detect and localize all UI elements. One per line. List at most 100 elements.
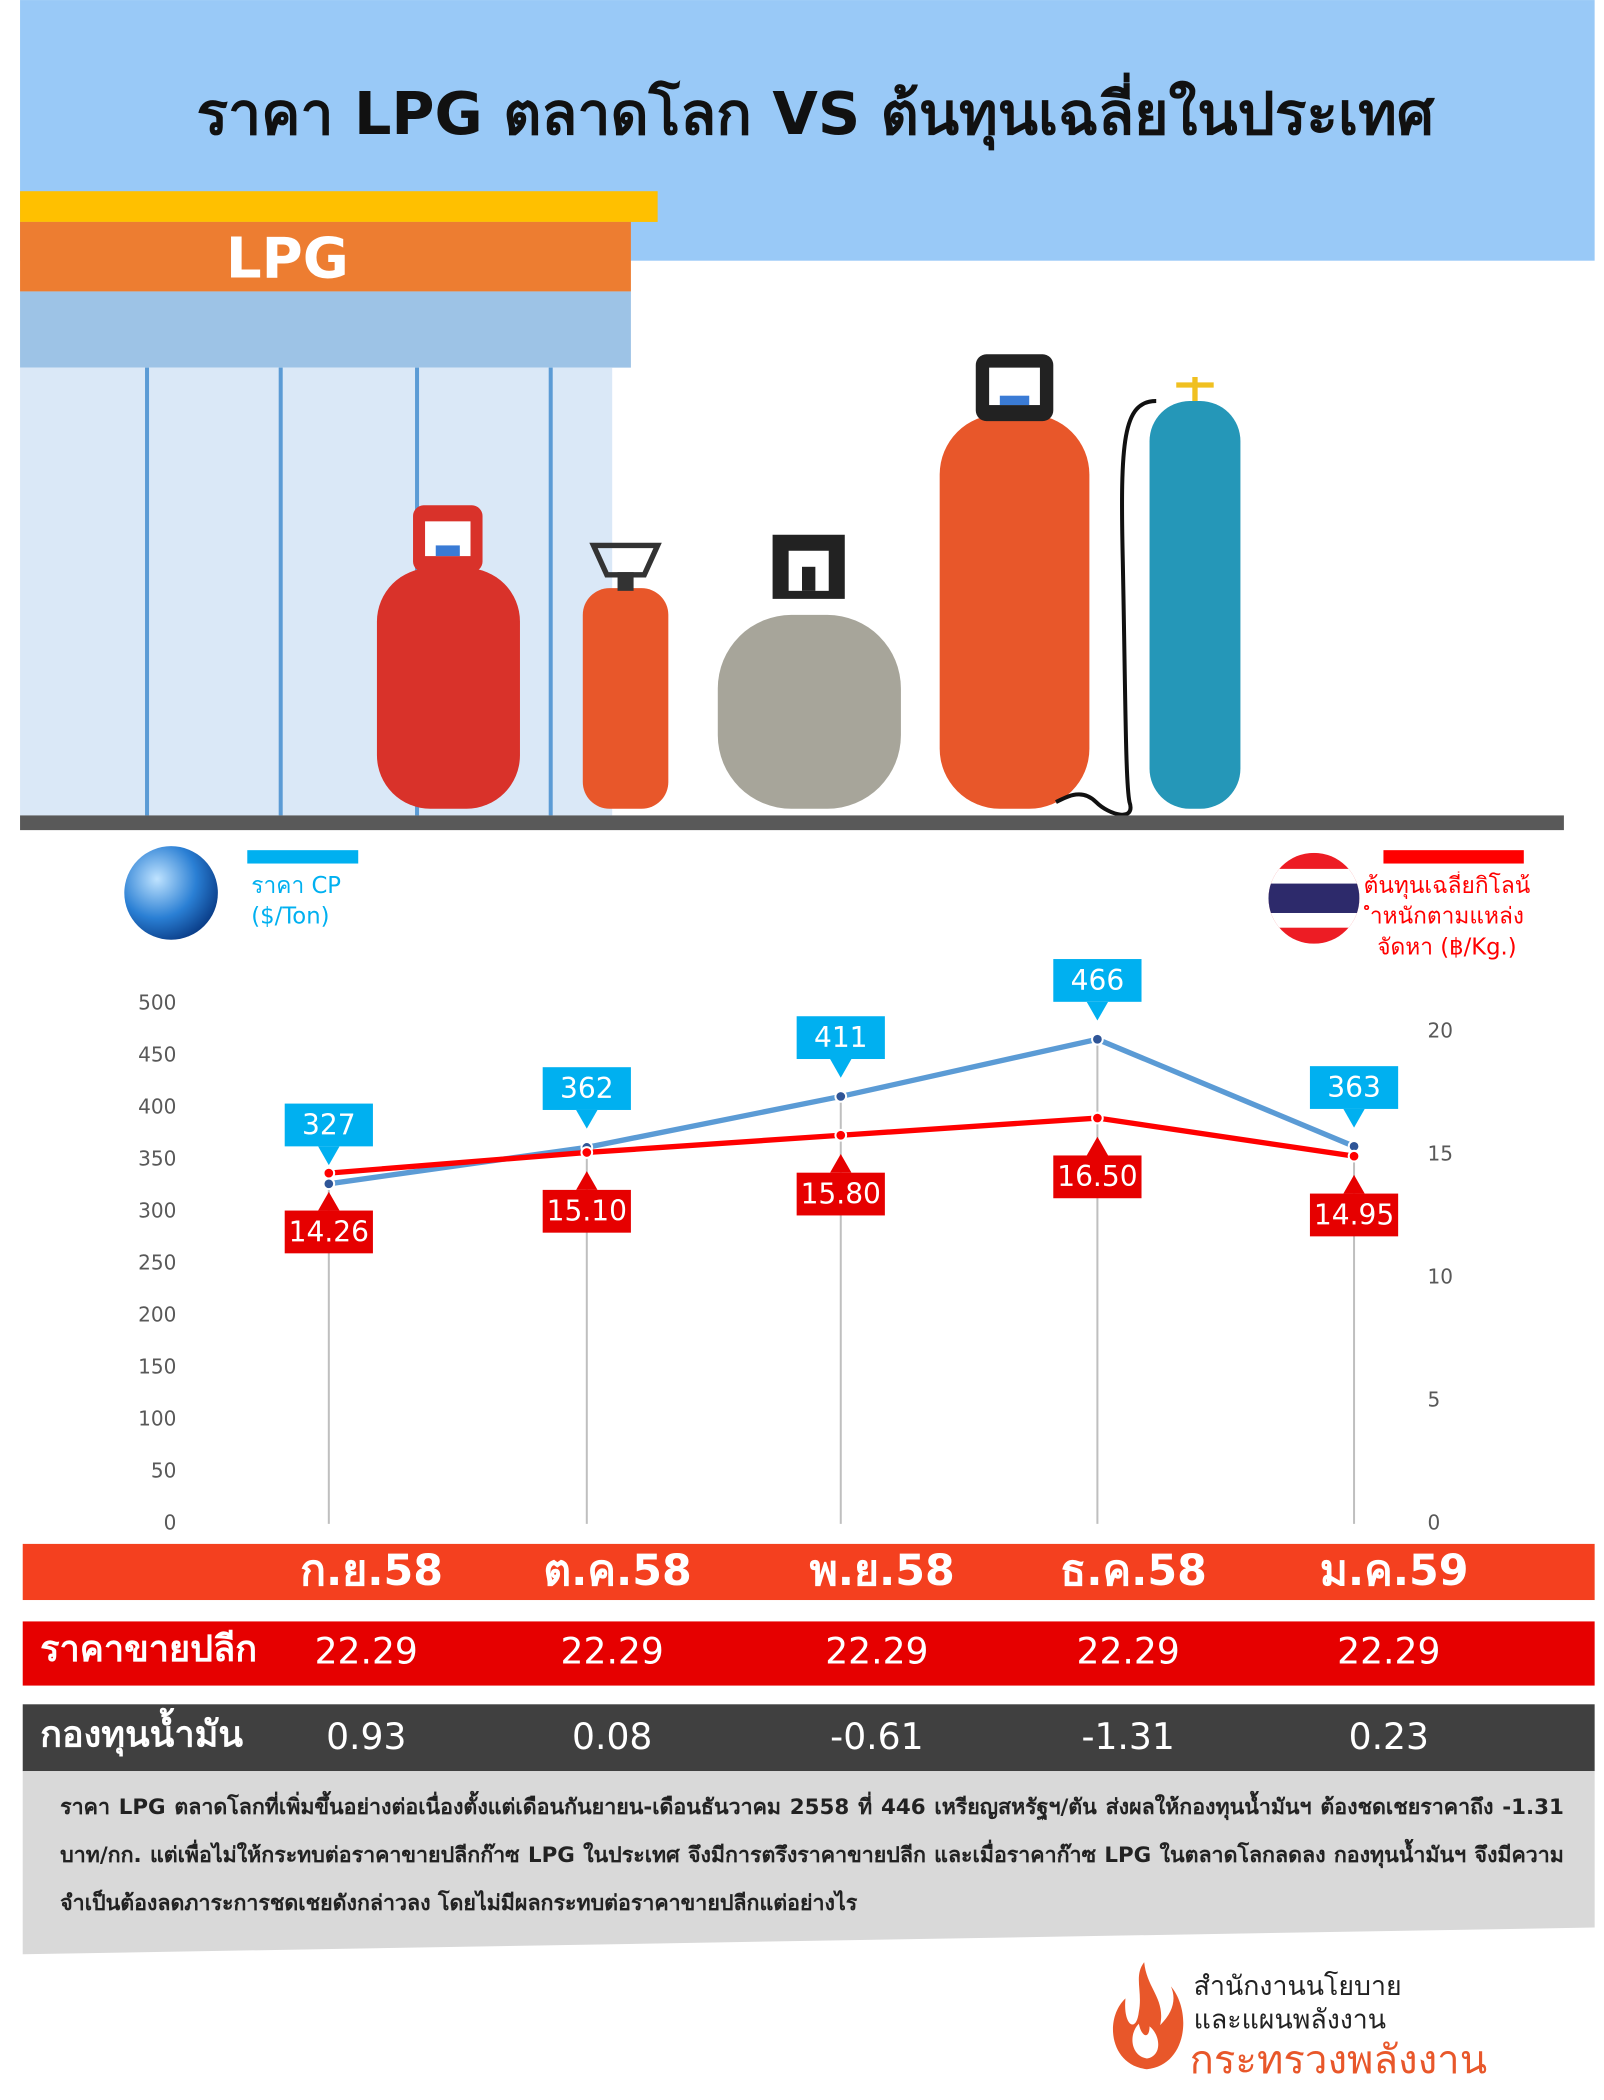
x-tick-label: ก.ย.58	[300, 1546, 443, 1596]
callout-pointer	[576, 1109, 598, 1129]
thai-flag	[1268, 852, 1360, 944]
retail-row	[22, 1621, 1595, 1686]
y-tick-label: 100	[138, 1406, 176, 1430]
table-cell: 0.23	[1349, 1716, 1429, 1758]
cylinders	[376, 354, 1241, 817]
globe-icon	[124, 846, 218, 940]
row-label: กองทุนน้ำมัน	[40, 1707, 243, 1757]
data-label: 363	[1327, 1071, 1381, 1104]
point	[1091, 1111, 1104, 1125]
sign-board	[20, 221, 631, 292]
table-cell: 22.29	[1076, 1631, 1179, 1673]
callout-pointer	[1086, 1136, 1109, 1156]
callout-box	[542, 1189, 631, 1233]
x-tick-label: ต.ค.58	[543, 1546, 691, 1596]
data-label: 14.95	[1314, 1198, 1394, 1231]
legend-label: ราคา CP ($/Ton)	[251, 872, 342, 931]
data-label: 466	[1071, 964, 1125, 997]
sign-text: LPG	[226, 227, 349, 292]
legend-swatch	[247, 850, 359, 864]
point	[1091, 1032, 1104, 1046]
table-cell: 22.29	[1337, 1631, 1440, 1673]
callout-box	[1053, 1155, 1142, 1199]
y-tick-label: 200	[138, 1302, 176, 1326]
org-line: สำนักงานนโยบาย	[1194, 1971, 1402, 2002]
table-cell: 22.29	[315, 1631, 418, 1673]
y-tick-label: 250	[138, 1250, 176, 1274]
callout-box	[284, 1210, 373, 1254]
roof-stripe	[20, 191, 658, 222]
data-label: 14.26	[289, 1215, 369, 1248]
table-cell: 22.29	[561, 1631, 664, 1673]
legend-label: ต้นทุนเฉลี่ยกิโลน้ำหนักตามแหล่งจัดหา (฿/…	[1363, 872, 1531, 962]
callout-pointer	[830, 1153, 852, 1173]
y-tick-label: 0	[164, 1510, 177, 1534]
callout-pointer	[318, 1191, 340, 1211]
data-label: 411	[814, 1021, 868, 1054]
y-tick-label: 350	[138, 1146, 176, 1170]
table-cell: -1.31	[1081, 1716, 1174, 1758]
logo-flame	[1112, 1962, 1184, 2070]
title: ราคา LPG ตลาดโลก VS ต้นทุนเฉลี่ยในประเทศ	[197, 73, 1436, 151]
legend-swatch	[1383, 850, 1524, 864]
point	[322, 1166, 336, 1180]
y-tick-label: 500	[138, 990, 176, 1014]
legend-label-box: ราคา CP ($/Ton)	[251, 872, 342, 931]
row-label: ราคาขายปลีก	[40, 1628, 257, 1670]
y2-tick-label: 20	[1428, 1018, 1454, 1042]
data-label: 15.10	[547, 1195, 627, 1228]
building	[20, 367, 613, 816]
point	[580, 1146, 594, 1159]
table-cell: 0.93	[326, 1716, 406, 1758]
y2-tick-label: 10	[1428, 1264, 1454, 1288]
org-name: กระทรวงพลังงาน	[1190, 2038, 1487, 2084]
note-panel	[22, 1771, 1595, 1955]
y-tick-label: 400	[138, 1094, 176, 1118]
point	[1347, 1149, 1361, 1163]
table-cell: 22.29	[825, 1631, 928, 1673]
callout-pointer	[318, 1146, 340, 1166]
month-band	[22, 1543, 1595, 1601]
callout-box	[796, 1016, 885, 1060]
callout-pointer	[1086, 1001, 1109, 1021]
point	[834, 1090, 848, 1103]
table-cell: -0.61	[830, 1716, 923, 1758]
x-tick-label: พ.ย.58	[810, 1546, 955, 1596]
roof-band	[20, 291, 631, 368]
callout-pointer	[1343, 1174, 1365, 1194]
point	[834, 1128, 848, 1142]
y2-tick-label: 0	[1428, 1510, 1441, 1534]
x-tick-label: ธ.ค.58	[1060, 1546, 1207, 1596]
callout-pointer	[1343, 1108, 1365, 1128]
legend-label-box: ต้นทุนเฉลี่ยกิโลน้ำหนักตามแหล่งจัดหา (฿/…	[1363, 872, 1531, 962]
note-box: ราคา LPG ตลาดโลกที่เพิ่มขึ้นอย่างต่อเนื่…	[60, 1793, 1564, 1916]
y-tick-label: 150	[138, 1354, 176, 1378]
y-tick-label: 450	[138, 1042, 176, 1066]
note: ราคา LPG ตลาดโลกที่เพิ่มขึ้นอย่างต่อเนื่…	[60, 1793, 1564, 1916]
callout-box	[542, 1067, 631, 1110]
callout-pointer	[830, 1059, 852, 1078]
callout-box	[1053, 959, 1142, 1002]
y-tick-label: 50	[151, 1458, 177, 1482]
org-line: และแผนพลังงาน	[1194, 2005, 1386, 2036]
y2-tick-label: 5	[1428, 1387, 1441, 1411]
x-tick-label: ม.ค.59	[1320, 1546, 1469, 1596]
callout-box	[796, 1172, 885, 1216]
callout-pointer	[576, 1171, 598, 1190]
data-label: 15.80	[801, 1177, 881, 1210]
chart: 0 50 100 150 200 250 300 350 400 450 500 0 5 10 15 20 รา…	[40, 850, 1564, 2084]
point	[322, 1177, 336, 1191]
data-label: 327	[302, 1108, 356, 1141]
data-label: 16.50	[1057, 1160, 1137, 1193]
callout-box	[1309, 1066, 1399, 1109]
data-label: 362	[560, 1072, 614, 1105]
table-cell: 0.08	[572, 1716, 652, 1758]
callout-box	[284, 1103, 373, 1147]
y2-tick-label: 15	[1428, 1141, 1454, 1165]
ground	[20, 815, 1564, 831]
callout-box	[1309, 1193, 1399, 1237]
fund-row	[22, 1704, 1595, 1772]
y-tick-label: 300	[138, 1198, 176, 1222]
